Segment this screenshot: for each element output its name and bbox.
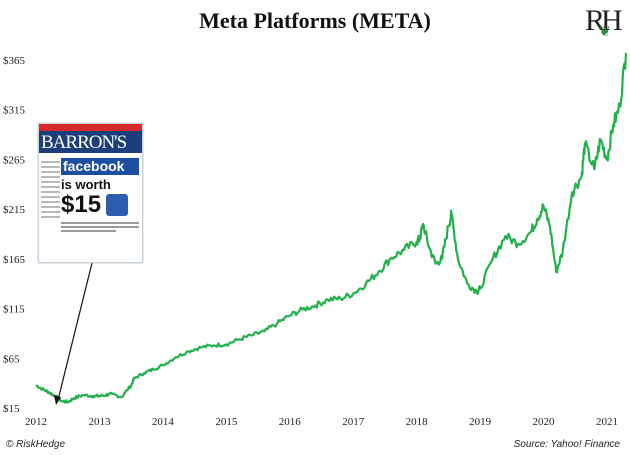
y-tick-label: $115 (3, 304, 25, 316)
y-tick-label: $315 (3, 105, 26, 117)
y-tick-label: $215 (3, 204, 26, 216)
x-tick-label: 2012 (25, 416, 47, 428)
barrons-cover-image: BARRON'S facebook is worth $15 (38, 123, 143, 263)
x-tick-label: 2019 (469, 416, 492, 428)
x-tick-label: 2018 (406, 416, 429, 428)
y-axis: $15 $65 $115 $165 $215 $265 $315 $365 (3, 55, 26, 415)
y-tick-label: $15 (3, 403, 20, 415)
x-tick-label: 2017 (342, 416, 365, 428)
y-tick-label: $365 (3, 55, 26, 67)
cover-masthead-title: BARRON'S (41, 132, 127, 153)
chart-title: Meta Platforms (META) (199, 8, 431, 33)
x-tick-label: 2021 (596, 416, 618, 428)
thumbs-down-icon (106, 194, 128, 216)
footer-source: Source: Yahoo! Finance (513, 439, 620, 450)
cover-sidebar (41, 158, 60, 221)
riskhedge-logo: RH ❦ (585, 4, 623, 40)
cover-headline-value: $15 (61, 192, 139, 218)
cover-pointer-arrow (57, 262, 93, 401)
y-tick-label: $165 (3, 254, 26, 266)
logo-text: RH (585, 4, 623, 37)
cover-headline-facebook: facebook (61, 158, 139, 175)
x-tick-label: 2014 (152, 416, 175, 428)
meta-price-line (35, 52, 628, 404)
cover-top-bar (39, 124, 142, 131)
arrowhead-icon (54, 395, 61, 405)
x-axis: 2012 2013 2014 2015 2016 2017 2018 2019 2020 2021 (25, 416, 618, 428)
cover-fine-print (61, 222, 139, 232)
x-tick-label: 2013 (88, 416, 111, 428)
leaf-icon: ❦ (599, 25, 611, 40)
x-tick-label: 2015 (215, 416, 238, 428)
x-tick-label: 2020 (533, 416, 556, 428)
cover-headline-15: $15 (61, 191, 102, 218)
cover-masthead: BARRON'S (39, 131, 142, 153)
cover-headline-is-worth: is worth (61, 177, 111, 192)
x-tick-label: 2016 (279, 416, 302, 428)
cover-headline-panel: facebook is worth $15 (61, 158, 139, 260)
y-tick-label: $265 (3, 154, 26, 166)
footer-credit: © RiskHedge (6, 439, 66, 450)
y-tick-label: $65 (3, 353, 20, 365)
